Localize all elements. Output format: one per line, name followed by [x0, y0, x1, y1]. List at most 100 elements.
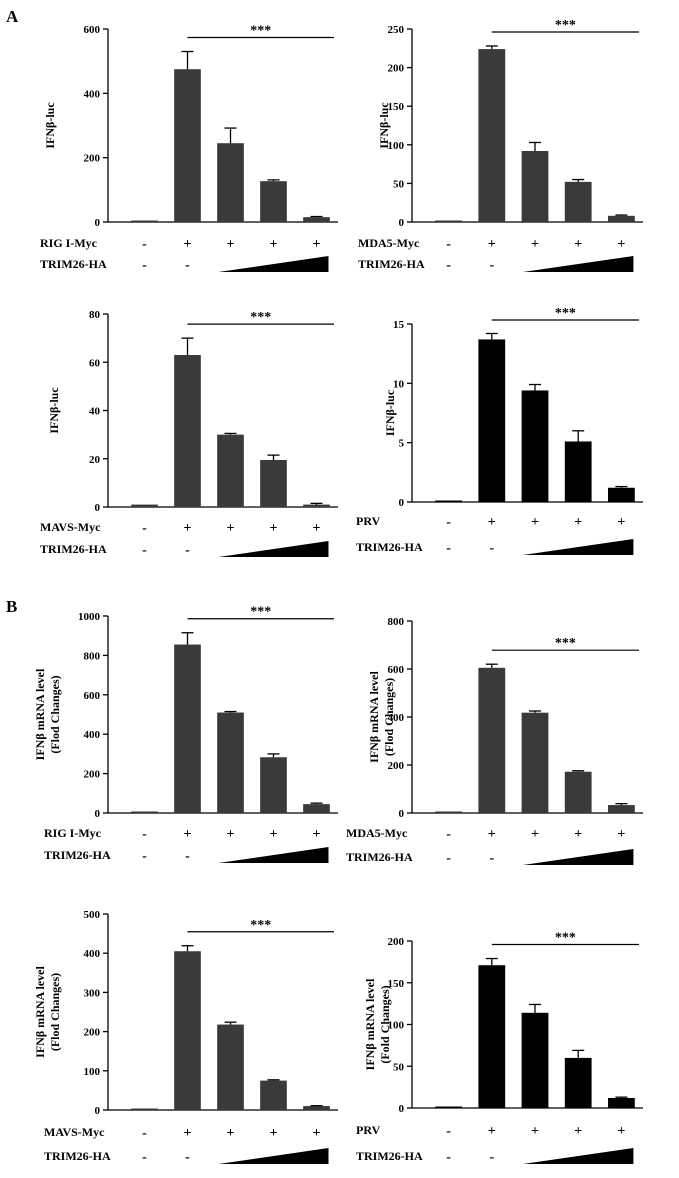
bar: [521, 1012, 549, 1108]
y-axis-label: IFNβ mRNA level: [33, 966, 47, 1058]
row1-symbol: +: [270, 827, 278, 842]
y-tick-label: 200: [388, 936, 405, 948]
bar: [435, 811, 462, 813]
row2-label: TRIM26-HA: [346, 850, 413, 864]
row2-label: TRIM26-HA: [358, 257, 425, 271]
y-tick-label: 300: [84, 987, 101, 999]
y-tick-label: 500: [84, 909, 101, 921]
row1-symbol: +: [184, 827, 192, 842]
significance-label: ***: [555, 306, 576, 321]
y-tick-label: 0: [399, 497, 405, 509]
row1-symbol: -: [446, 515, 451, 530]
row1-symbol: -: [446, 827, 451, 842]
bar: [564, 1057, 592, 1108]
y-tick-label: 200: [84, 1027, 101, 1039]
row1-symbol: +: [531, 515, 539, 530]
row1-label: MDA5-Myc: [358, 236, 420, 250]
row1-symbol: -: [446, 237, 451, 252]
row1-symbol: +: [531, 1124, 539, 1139]
row1-symbol: +: [227, 237, 235, 252]
y-tick-label: 0: [399, 217, 405, 229]
row2-symbol: -: [489, 851, 494, 866]
y-tick-label: 0: [95, 808, 101, 820]
row1-symbol: +: [227, 827, 235, 842]
y-tick-label: 200: [84, 153, 101, 165]
bar: [608, 805, 635, 813]
row1-symbol: -: [142, 827, 147, 842]
y-tick-label: 800: [388, 616, 405, 628]
bar: [564, 771, 592, 813]
y-tick-label: 600: [388, 664, 405, 676]
y-tick-label: 100: [84, 1066, 101, 1078]
row2-symbol: -: [446, 541, 451, 556]
chart-3: 0 20 40 60 80 IFNβ-luc *** MAVS-Myc - + + + + TRIM26-…: [40, 309, 338, 558]
bar: [478, 667, 506, 813]
bar: [608, 487, 635, 502]
y-tick-label: 10: [393, 378, 405, 390]
bar: [564, 441, 592, 502]
y-tick-label: 20: [89, 454, 101, 466]
row2-label: TRIM26-HA: [356, 540, 423, 554]
y-tick-label: 5: [399, 438, 405, 450]
bar: [260, 459, 287, 507]
significance-label: ***: [250, 605, 271, 620]
bar: [435, 500, 462, 502]
row1-label: MAVS-Myc: [40, 520, 101, 534]
bar: [217, 1024, 244, 1110]
row1-symbol: +: [184, 237, 192, 252]
row2-symbol: -: [142, 543, 147, 558]
bar: [260, 1080, 287, 1110]
y-tick-label: 80: [89, 309, 101, 321]
y-axis-label-2: (Fold Changes): [378, 985, 392, 1063]
bar: [303, 217, 330, 222]
row1-symbol: -: [142, 521, 147, 536]
dose-wedge: [523, 1148, 634, 1164]
y-tick-label: 15: [393, 319, 405, 331]
y-tick-label: 50: [393, 1061, 405, 1073]
y-tick-label: 0: [399, 1103, 405, 1115]
y-tick-label: 600: [84, 690, 101, 702]
row2-symbol: -: [142, 1150, 147, 1165]
chart-1: 0 200 400 600 IFNβ-luc *** RIG I-Myc - + + + + TRIM2…: [40, 24, 338, 273]
row1-symbol: +: [184, 521, 192, 536]
bar: [608, 215, 635, 222]
row1-symbol: +: [531, 237, 539, 252]
y-axis-label: IFNβ mRNA level: [33, 668, 47, 760]
row1-symbol: +: [227, 1126, 235, 1141]
dose-wedge: [218, 541, 329, 557]
row1-symbol: +: [617, 1124, 625, 1139]
bar: [564, 181, 592, 222]
y-axis-label: IFNβ mRNA level: [367, 671, 381, 763]
bar: [478, 339, 506, 502]
chart-6: 0 200 400 600 800 IFNβ mRNA level (Flod Change…: [346, 616, 643, 866]
chart-4: 0 5 10 15 IFNβ-luc *** PRV - + + + + TRIM26-HA - -: [356, 306, 643, 556]
row2-label: TRIM26-HA: [40, 542, 107, 556]
row2-symbol: -: [446, 1150, 451, 1165]
row2-symbol: -: [489, 541, 494, 556]
y-tick-label: 0: [95, 502, 101, 514]
bar: [217, 712, 244, 813]
row1-symbol: -: [142, 237, 147, 252]
y-tick-label: 200: [84, 769, 101, 781]
y-tick-label: 800: [84, 650, 101, 662]
y-tick-label: 0: [95, 1105, 101, 1117]
row1-symbol: +: [313, 1126, 321, 1141]
y-tick-label: 50: [393, 178, 405, 190]
row1-label: PRV: [356, 1123, 381, 1137]
row1-symbol: +: [531, 827, 539, 842]
bar: [131, 1108, 158, 1110]
y-tick-label: 150: [388, 101, 405, 113]
bar: [217, 143, 244, 222]
y-tick-label: 400: [84, 729, 101, 741]
significance-label: ***: [555, 18, 576, 33]
row1-label: PRV: [356, 514, 381, 528]
row2-symbol: -: [446, 258, 451, 273]
row2-label: TRIM26-HA: [44, 1149, 111, 1163]
significance-label: ***: [250, 310, 271, 325]
y-tick-label: 1000: [78, 611, 101, 623]
row2-symbol: -: [446, 851, 451, 866]
bar: [435, 1106, 462, 1108]
y-tick-label: 150: [388, 978, 405, 990]
y-tick-label: 0: [399, 808, 405, 820]
